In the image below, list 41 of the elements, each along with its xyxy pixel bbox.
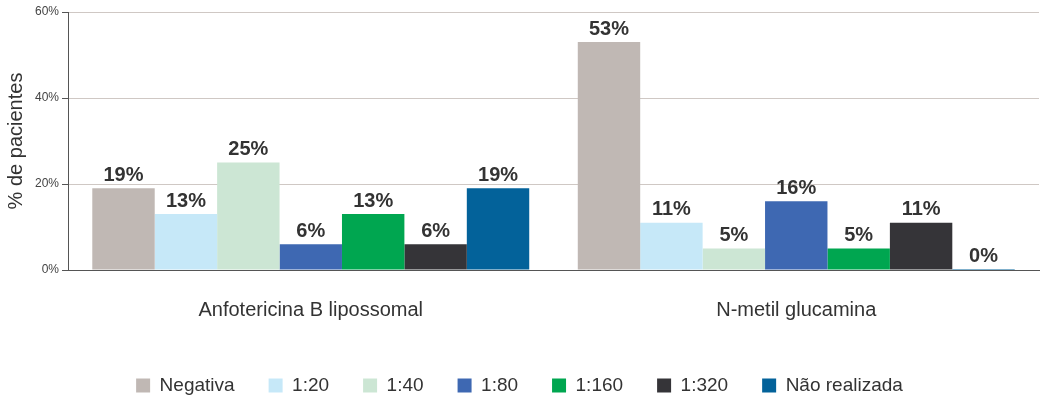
bar bbox=[889, 222, 953, 270]
bar bbox=[279, 244, 342, 270]
y-tick-label: 40% bbox=[34, 90, 60, 105]
bar bbox=[577, 42, 641, 270]
y-tick-label: 0% bbox=[41, 262, 60, 277]
data-label: 19% bbox=[103, 162, 144, 185]
data-label: 16% bbox=[776, 175, 817, 198]
bar bbox=[217, 162, 280, 270]
x-tick-label: Anfotericina B lipossomal bbox=[198, 297, 424, 320]
legend-label: 1:160 bbox=[575, 373, 624, 395]
data-label: 25% bbox=[228, 137, 269, 160]
legend-label: 1:20 bbox=[292, 373, 330, 395]
data-label: 13% bbox=[165, 188, 207, 211]
y-axis-title: % de pacientes bbox=[3, 72, 26, 210]
data-label: 11% bbox=[651, 197, 692, 220]
data-label: 5% bbox=[844, 223, 874, 246]
legend-label: 1:40 bbox=[386, 373, 424, 395]
x-tick-label: N-metil glucamina bbox=[716, 297, 878, 320]
y-tick-label: 60% bbox=[34, 4, 60, 19]
data-label: 53% bbox=[588, 16, 630, 39]
legend-label: 1:80 bbox=[481, 373, 519, 395]
y-tick-label: 20% bbox=[34, 176, 60, 191]
bar bbox=[341, 214, 405, 270]
data-label: 6% bbox=[421, 218, 451, 241]
bar bbox=[827, 248, 890, 270]
data-label: 6% bbox=[296, 218, 326, 241]
data-label: 13% bbox=[353, 188, 394, 211]
bar bbox=[466, 188, 530, 270]
bar bbox=[765, 201, 828, 270]
data-label: 5% bbox=[719, 223, 749, 246]
data-label: 19% bbox=[478, 162, 519, 185]
legend-label: Negativa bbox=[159, 373, 236, 395]
bar bbox=[92, 188, 155, 270]
data-label: 0% bbox=[969, 243, 999, 266]
bar bbox=[404, 244, 467, 270]
data-label: 11% bbox=[901, 197, 941, 220]
legend-label: Não realizada bbox=[785, 373, 904, 395]
bar bbox=[640, 222, 703, 270]
legend-label: 1:320 bbox=[680, 373, 729, 395]
bar bbox=[154, 214, 218, 270]
bar bbox=[702, 248, 766, 270]
